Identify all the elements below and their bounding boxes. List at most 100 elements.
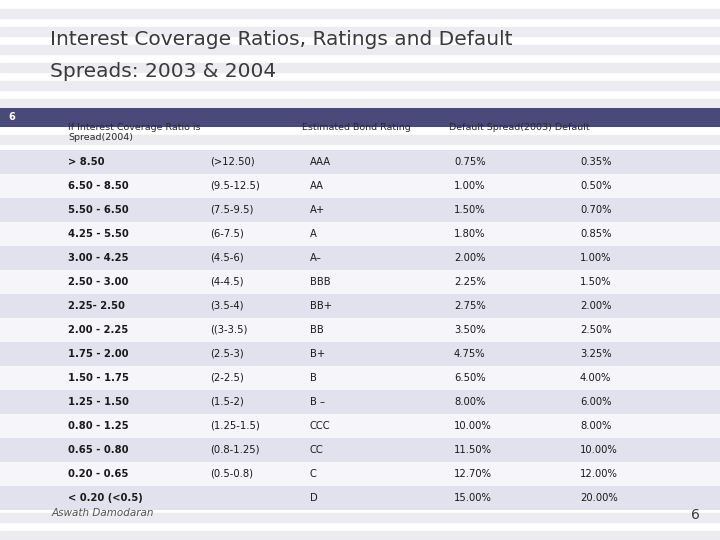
Bar bbox=[0, 390, 720, 414]
Text: If Interest Coverage Ratio is: If Interest Coverage Ratio is bbox=[68, 123, 200, 132]
Text: 4.00%: 4.00% bbox=[580, 373, 611, 383]
Text: C: C bbox=[310, 469, 317, 479]
Text: 10.00%: 10.00% bbox=[454, 421, 492, 431]
Bar bbox=[0, 81, 720, 90]
Text: 3.00 - 4.25: 3.00 - 4.25 bbox=[68, 253, 128, 263]
Text: 1.00%: 1.00% bbox=[454, 181, 485, 191]
Text: 20.00%: 20.00% bbox=[580, 493, 618, 503]
Bar bbox=[0, 318, 720, 342]
Text: B+: B+ bbox=[310, 349, 325, 359]
Text: (1.25-1.5): (1.25-1.5) bbox=[210, 421, 260, 431]
Bar bbox=[0, 198, 720, 222]
Text: D: D bbox=[310, 493, 318, 503]
Text: (3.5-4): (3.5-4) bbox=[210, 301, 243, 311]
Text: 1.50%: 1.50% bbox=[454, 205, 485, 215]
Bar bbox=[0, 513, 720, 522]
Bar bbox=[0, 495, 720, 504]
Bar bbox=[0, 333, 720, 342]
Text: BB+: BB+ bbox=[310, 301, 332, 311]
Bar bbox=[0, 387, 720, 396]
Text: (6-7.5): (6-7.5) bbox=[210, 229, 244, 239]
Text: BBB: BBB bbox=[310, 277, 330, 287]
Bar bbox=[0, 45, 720, 54]
Text: 2.50 - 3.00: 2.50 - 3.00 bbox=[68, 277, 128, 287]
Bar bbox=[0, 108, 720, 127]
Text: A: A bbox=[310, 229, 317, 239]
Text: 1.00%: 1.00% bbox=[580, 253, 611, 263]
Text: > 8.50: > 8.50 bbox=[68, 157, 104, 167]
Text: (0.5-0.8): (0.5-0.8) bbox=[210, 469, 253, 479]
Bar bbox=[0, 342, 720, 366]
Text: 8.00%: 8.00% bbox=[580, 421, 611, 431]
Text: 3.25%: 3.25% bbox=[580, 349, 611, 359]
Text: 2.00%: 2.00% bbox=[454, 253, 485, 263]
Text: 4.25 - 5.50: 4.25 - 5.50 bbox=[68, 229, 129, 239]
Text: 3.50%: 3.50% bbox=[454, 325, 485, 335]
Text: < 0.20 (<0.5): < 0.20 (<0.5) bbox=[68, 493, 143, 503]
Bar bbox=[0, 279, 720, 288]
Bar bbox=[0, 9, 720, 18]
Text: (7.5-9.5): (7.5-9.5) bbox=[210, 205, 253, 215]
Text: Interest Coverage Ratios, Ratings and Default: Interest Coverage Ratios, Ratings and De… bbox=[50, 30, 513, 49]
Text: A–: A– bbox=[310, 253, 322, 263]
Bar bbox=[0, 423, 720, 432]
Text: 0.35%: 0.35% bbox=[580, 157, 611, 167]
Text: 5.50 - 6.50: 5.50 - 6.50 bbox=[68, 205, 129, 215]
Bar bbox=[0, 261, 720, 270]
Text: (1.5-2): (1.5-2) bbox=[210, 397, 244, 407]
Text: CC: CC bbox=[310, 445, 324, 455]
Text: 0.70%: 0.70% bbox=[580, 205, 611, 215]
Text: 2.25- 2.50: 2.25- 2.50 bbox=[68, 301, 125, 311]
Bar bbox=[0, 135, 720, 144]
Bar bbox=[0, 27, 720, 36]
Bar bbox=[0, 369, 720, 378]
Text: 0.75%: 0.75% bbox=[454, 157, 485, 167]
Text: 0.20 - 0.65: 0.20 - 0.65 bbox=[68, 469, 128, 479]
Text: B –: B – bbox=[310, 397, 325, 407]
Text: (2-2.5): (2-2.5) bbox=[210, 373, 244, 383]
Bar bbox=[0, 225, 720, 234]
Bar bbox=[0, 246, 720, 270]
Bar bbox=[0, 189, 720, 198]
Text: 0.85%: 0.85% bbox=[580, 229, 611, 239]
Bar bbox=[0, 459, 720, 468]
Text: 0.65 - 0.80: 0.65 - 0.80 bbox=[68, 445, 128, 455]
Bar bbox=[0, 531, 720, 540]
Text: Spreads: 2003 & 2004: Spreads: 2003 & 2004 bbox=[50, 62, 276, 81]
Text: Aswath Damodaran: Aswath Damodaran bbox=[52, 508, 155, 518]
Text: AA: AA bbox=[310, 181, 324, 191]
Text: (2.5-3): (2.5-3) bbox=[210, 349, 243, 359]
Bar bbox=[0, 477, 720, 486]
Text: 12.70%: 12.70% bbox=[454, 469, 492, 479]
Text: 6.50%: 6.50% bbox=[454, 373, 485, 383]
Text: 2.75%: 2.75% bbox=[454, 301, 486, 311]
Text: 1.50 - 1.75: 1.50 - 1.75 bbox=[68, 373, 129, 383]
Text: 2.00 - 2.25: 2.00 - 2.25 bbox=[68, 325, 128, 335]
Text: 6: 6 bbox=[8, 112, 14, 123]
Text: (9.5-12.5): (9.5-12.5) bbox=[210, 181, 260, 191]
Text: 4.75%: 4.75% bbox=[454, 349, 485, 359]
Bar bbox=[0, 414, 720, 438]
Text: 2.00%: 2.00% bbox=[580, 301, 611, 311]
Text: 15.00%: 15.00% bbox=[454, 493, 492, 503]
Text: (4.5-6): (4.5-6) bbox=[210, 253, 243, 263]
Text: 6.50 - 8.50: 6.50 - 8.50 bbox=[68, 181, 129, 191]
Text: ((3-3.5): ((3-3.5) bbox=[210, 325, 248, 335]
Bar bbox=[0, 222, 720, 246]
Bar bbox=[0, 441, 720, 450]
Text: 0.50%: 0.50% bbox=[580, 181, 611, 191]
Bar bbox=[0, 99, 720, 108]
Bar bbox=[0, 315, 720, 324]
Bar bbox=[0, 153, 720, 162]
Bar bbox=[0, 63, 720, 72]
Bar bbox=[0, 297, 720, 306]
Text: 11.50%: 11.50% bbox=[454, 445, 492, 455]
Bar bbox=[0, 270, 720, 294]
Text: A+: A+ bbox=[310, 205, 325, 215]
Bar bbox=[0, 207, 720, 216]
Bar bbox=[0, 366, 720, 390]
Bar bbox=[0, 486, 720, 510]
Text: 12.00%: 12.00% bbox=[580, 469, 618, 479]
Text: CCC: CCC bbox=[310, 421, 330, 431]
Bar bbox=[0, 150, 720, 174]
